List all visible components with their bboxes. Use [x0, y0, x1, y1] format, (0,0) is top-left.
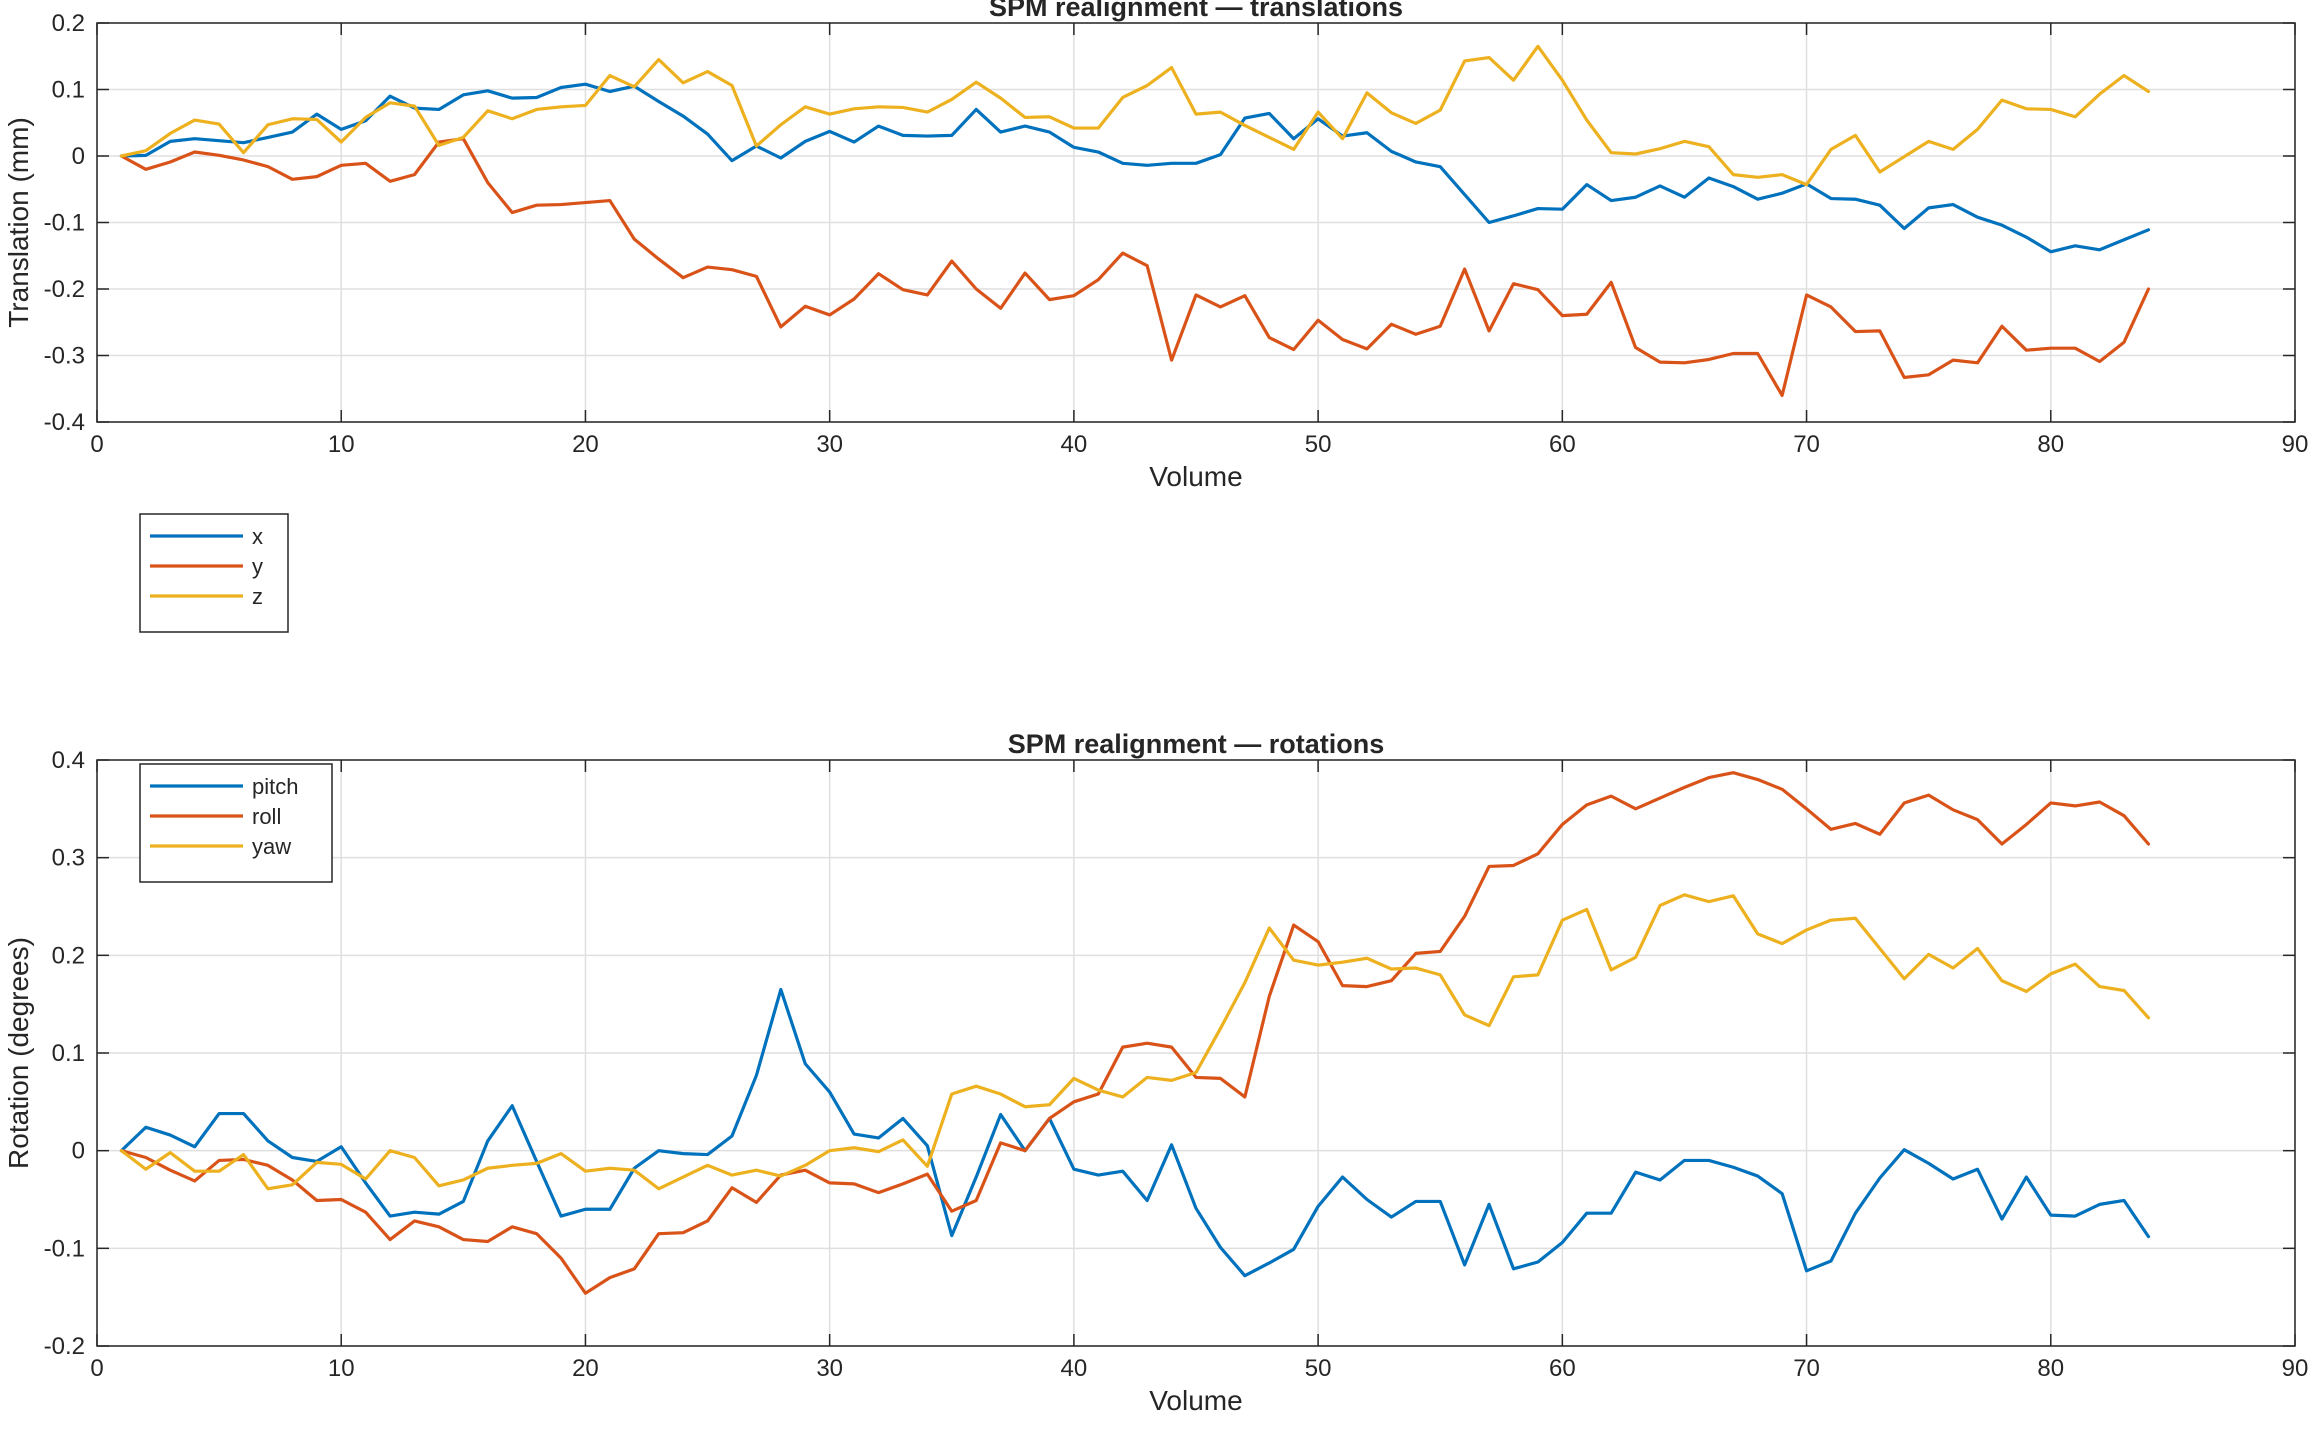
series-line-z — [119, 44, 2151, 187]
x-tick-label: 70 — [1793, 1355, 1820, 1382]
series-line-pitch — [119, 987, 2151, 1278]
legend: xyz — [139, 513, 289, 633]
y-tick-label: -0.1 — [44, 1235, 85, 1262]
x-tick-label: 30 — [816, 431, 843, 458]
chart-title: SPM realignment — rotations — [1008, 729, 1385, 759]
x-tick-label: 50 — [1305, 1355, 1332, 1382]
y-tick-label: 0 — [72, 1138, 85, 1165]
y-axis-label: Translation (mm) — [3, 117, 34, 328]
legend-label-y: y — [252, 554, 263, 579]
series-line-x — [119, 82, 2151, 254]
x-tick-label: 50 — [1305, 431, 1332, 458]
y-tick-label: -0.2 — [44, 276, 85, 303]
translations-panel: 0 10 20 30 40 50 60 70 80 90 -0.4 -0.3 -0.2 -0.1 0 0.1 0… — [3, 0, 2309, 633]
y-tick-label: -0.3 — [44, 343, 85, 370]
legend-box — [139, 513, 289, 633]
x-tick-label: 80 — [2037, 1355, 2064, 1382]
x-tick-label: 60 — [1549, 1355, 1576, 1382]
y-tick-label: 0.2 — [52, 942, 85, 969]
y-tick-label: 0.1 — [52, 77, 85, 104]
x-tick-label: 90 — [2282, 431, 2309, 458]
y-axis-label: Rotation (degrees) — [3, 937, 34, 1169]
series-line-y — [119, 137, 2151, 397]
chart-title: SPM realignment — translations — [989, 0, 1403, 22]
x-axis-label: Volume — [1149, 1385, 1242, 1416]
y-tick-label: -0.2 — [44, 1333, 85, 1360]
y-tick-label: -0.1 — [44, 210, 85, 237]
series-line-roll — [119, 771, 2151, 1295]
x-tick-label: 30 — [816, 1355, 843, 1382]
x-tick-label: 0 — [90, 1355, 103, 1382]
x-tick-label: 20 — [572, 1355, 599, 1382]
y-tick-label: 0.1 — [52, 1040, 85, 1067]
x-tick-label: 80 — [2037, 431, 2064, 458]
y-tick-label: 0.2 — [52, 10, 85, 37]
y-tick-label: 0.3 — [52, 845, 85, 872]
legend-label-x: x — [252, 524, 263, 549]
legend: pitch roll yaw — [139, 763, 333, 883]
x-tick-label: 60 — [1549, 431, 1576, 458]
x-axis-label: Volume — [1149, 461, 1242, 492]
rotations-panel: 0 10 20 30 40 50 60 70 80 90 -0.2 -0.1 0 0.1 0.2 0.3 0.4… — [3, 729, 2308, 1416]
y-tick-label: -0.4 — [44, 409, 85, 436]
x-tick-label: 10 — [328, 1355, 355, 1382]
legend-label-z: z — [252, 584, 263, 609]
y-tick-label: 0 — [72, 143, 85, 170]
legend-label-yaw: yaw — [252, 834, 291, 859]
legend-label-pitch: pitch — [252, 774, 298, 799]
x-tick-label: 40 — [1061, 431, 1088, 458]
y-tick-label: 0.4 — [52, 747, 85, 774]
x-tick-label: 10 — [328, 431, 355, 458]
x-tick-label: 20 — [572, 431, 599, 458]
series-line-yaw — [119, 893, 2151, 1191]
legend-box — [139, 763, 333, 883]
x-tick-label: 90 — [2282, 1355, 2309, 1382]
x-tick-label: 40 — [1061, 1355, 1088, 1382]
x-tick-label: 70 — [1793, 431, 1820, 458]
x-tick-label: 0 — [90, 431, 103, 458]
legend-label-roll: roll — [252, 804, 281, 829]
